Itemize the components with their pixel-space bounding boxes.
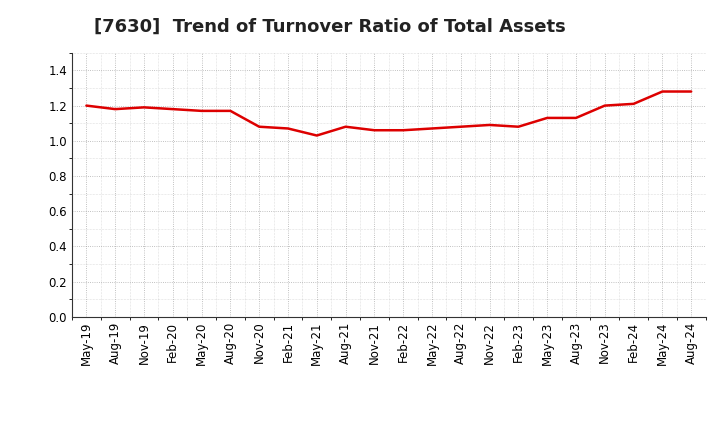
Text: [7630]  Trend of Turnover Ratio of Total Assets: [7630] Trend of Turnover Ratio of Total … <box>94 18 565 36</box>
